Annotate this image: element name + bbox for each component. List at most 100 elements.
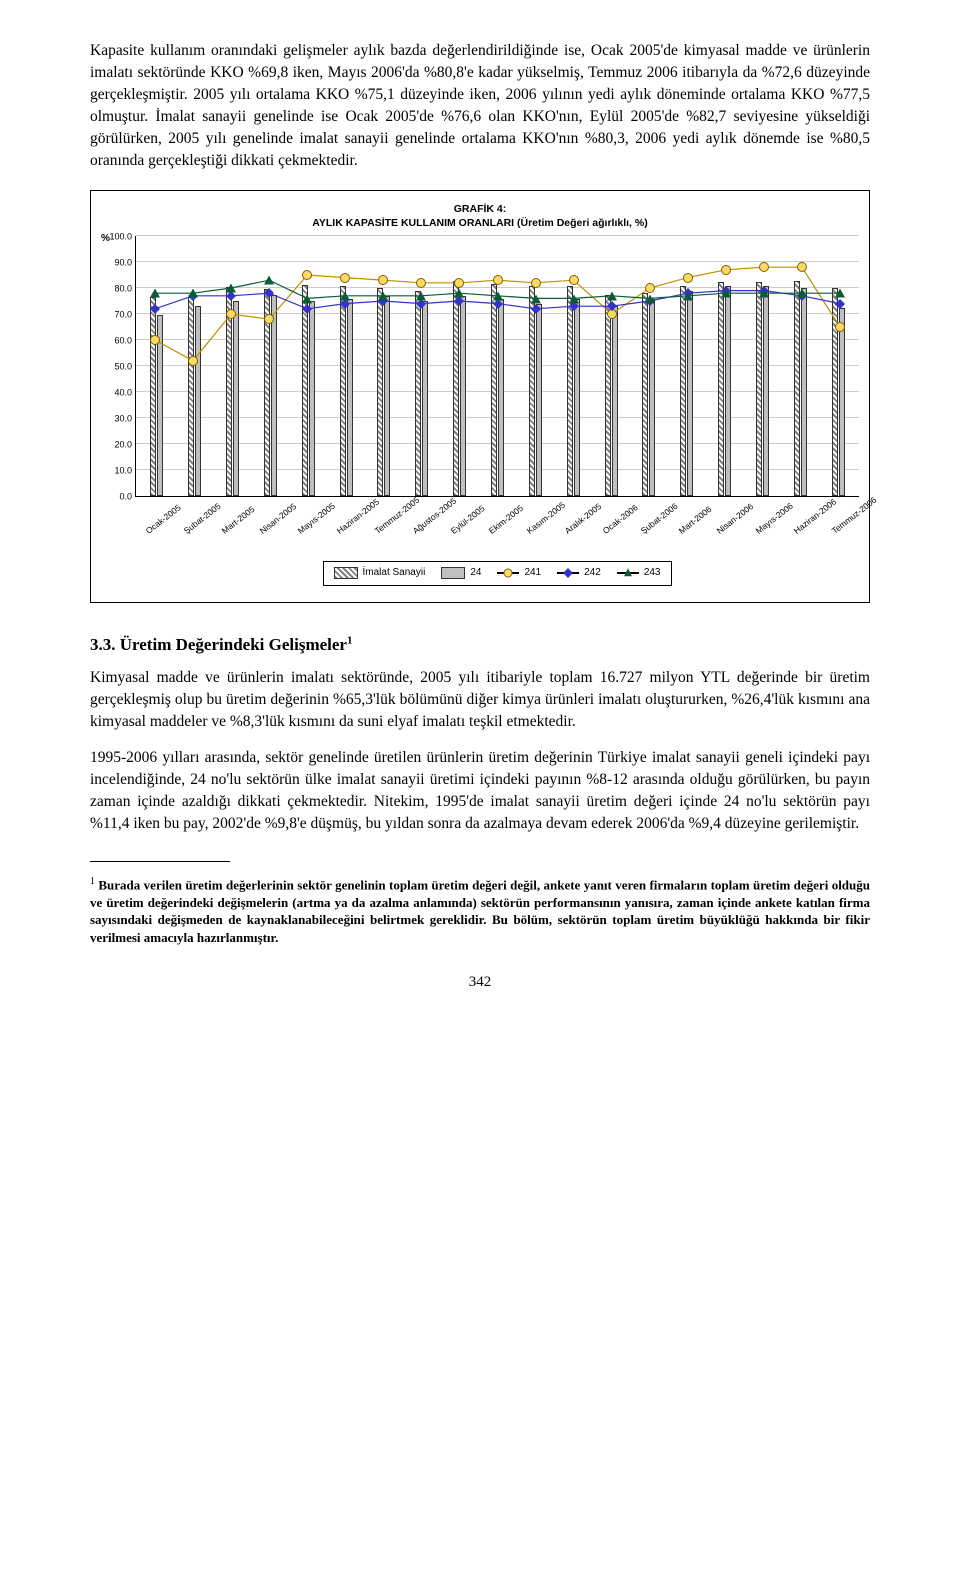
series-marker [721,265,731,275]
section-heading-text: 3.3. Üretim Değerindeki Gelişmeler [90,635,347,654]
series-marker [416,292,426,301]
legend-label: 241 [524,566,541,580]
x-tick-label: Mart-2006 [676,521,691,537]
series-marker [645,283,655,293]
bar [605,295,611,497]
x-tick-label: Eylül-2005 [448,521,463,537]
y-tick-label: 80.0 [106,282,132,295]
x-tick-label: Kasım-2005 [524,521,539,537]
bar [832,288,838,496]
series-marker [340,292,350,301]
x-tick-label: Nisan-2006 [715,521,730,537]
y-tick-label: 90.0 [106,256,132,269]
series-marker [759,262,769,272]
section-heading: 3.3. Üretim Değerindeki Gelişmeler1 [90,633,870,657]
paragraph-3: 1995-2006 yılları arasında, sektör genel… [90,747,870,835]
x-tick-label: Aralık-2005 [562,521,577,537]
footnote-separator [90,861,230,862]
series-marker [493,275,503,285]
legend-item: 242 [557,566,601,580]
series-marker [188,289,198,298]
y-tick-label: 20.0 [106,438,132,451]
legend-item: 24 [441,566,481,580]
bar [574,299,580,497]
chart-title: GRAFİK 4: AYLIK KAPASİTE KULLANIM ORANLA… [101,203,859,230]
series-marker [607,292,617,301]
series-marker [264,276,274,285]
legend-swatch [557,572,579,574]
series-marker [302,294,312,303]
x-tick-label: Ağustos-2005 [410,521,425,537]
series-marker [454,289,464,298]
series-marker [264,314,274,324]
x-tick-label: Nisan-2005 [257,521,272,537]
series-marker [683,292,693,301]
x-tick-label: Haziran-2005 [334,521,349,537]
series-marker [150,289,160,298]
series-marker [835,289,845,298]
bar [491,284,497,496]
footnote: 1 Burada verilen üretim değerlerinin sek… [90,875,870,947]
y-tick-label: 60.0 [106,334,132,347]
bar [195,306,201,496]
series-marker [226,284,236,293]
x-tick-label: Ekim-2005 [486,521,501,537]
series-marker [569,275,579,285]
bar [839,308,845,497]
page-number: 342 [90,972,870,993]
bar [680,286,686,496]
x-tick-label: Şubat-2005 [181,521,196,537]
bar [422,301,428,496]
bar [801,288,807,496]
series-marker [378,292,388,301]
bar-group [176,236,214,496]
bar [309,301,315,496]
legend-item: 243 [617,566,661,580]
x-tick-label: Haziran-2006 [791,521,806,537]
x-tick-label: Şubat-2006 [638,521,653,537]
series-marker [378,275,388,285]
series-marker [416,278,426,288]
bar [188,297,194,496]
series-marker [759,289,769,298]
series-marker [645,294,655,303]
series-marker [150,335,160,345]
bar [718,282,724,496]
x-tick-label: Mayıs-2005 [296,521,311,537]
bar-group [138,236,176,496]
paragraph-2: Kimyasal madde ve ürünlerin imalatı sekt… [90,667,870,733]
x-tick-label: Mayıs-2006 [753,521,768,537]
bar [302,285,308,496]
legend-item: İmalat Sanayii [334,566,426,580]
bar [233,301,239,496]
x-tick-label: Temmuz-2005 [372,521,387,537]
bar-group [819,236,857,496]
series-marker [226,309,236,319]
series-marker [531,294,541,303]
y-tick-label: 40.0 [106,386,132,399]
chart-legend: İmalat Sanayii 24 241 242 243 [323,561,672,585]
bar-group [214,236,252,496]
bar [756,282,762,497]
bar-group [516,236,554,496]
chart-title-line1: GRAFİK 4: [454,203,507,215]
legend-label: İmalat Sanayii [363,566,426,580]
bar [612,306,618,496]
chart-plot-area: 0.010.020.030.040.050.060.070.080.090.01… [135,236,859,497]
bar [529,286,535,496]
y-tick-label: 10.0 [106,464,132,477]
legend-item: 241 [497,566,541,580]
legend-label: 24 [470,566,481,580]
y-tick-label: 30.0 [106,412,132,425]
bar-group [630,236,668,496]
x-tick-label: Temmuz-2006 [829,521,844,537]
bar [384,296,390,496]
legend-swatch [334,567,358,579]
x-tick-label: Ocak-2006 [600,521,615,537]
series-marker [454,278,464,288]
bar [460,296,466,496]
bar [271,295,277,496]
legend-label: 242 [584,566,601,580]
bar [649,299,655,497]
bar-group [592,236,630,496]
